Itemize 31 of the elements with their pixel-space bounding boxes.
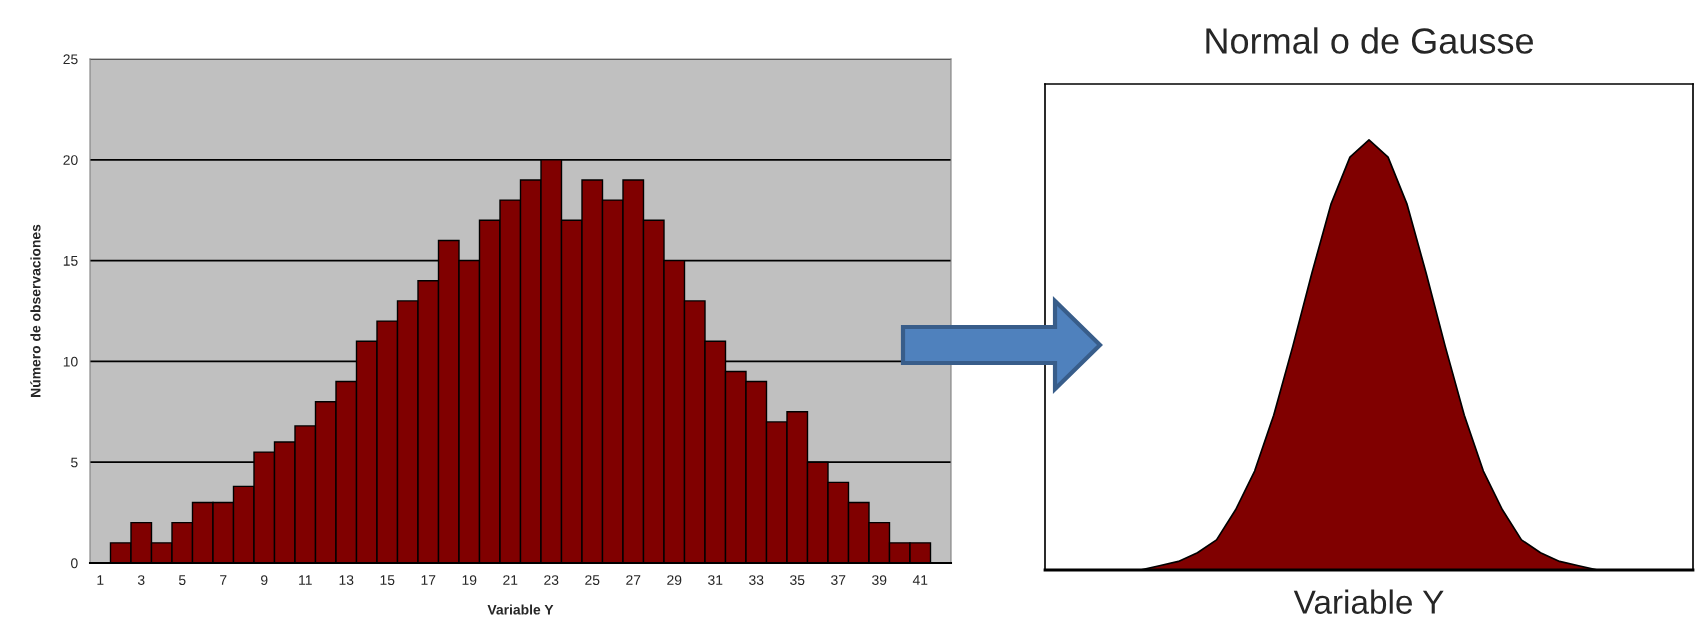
x-tick-label: 1 xyxy=(97,575,104,585)
x-axis-title: Variable Y xyxy=(487,604,554,615)
x-tick-label: 11 xyxy=(299,575,312,585)
x-tick-label: 3 xyxy=(137,575,145,586)
x-tick-label: 9 xyxy=(261,575,268,586)
x-tick-label: 39 xyxy=(872,575,887,586)
chart-title: Normal o de Gausse xyxy=(1206,27,1533,54)
x-tick-label: 19 xyxy=(462,575,477,586)
x-tick-label: 7 xyxy=(220,575,227,585)
y-tick-label: 0 xyxy=(71,558,78,569)
x-tick-label: 31 xyxy=(708,575,723,586)
y-tick-label: 15 xyxy=(63,256,78,266)
y-axis-title: Número de observaciones xyxy=(30,224,41,397)
x-tick-label: 23 xyxy=(544,575,559,586)
y-tick-label: 25 xyxy=(63,54,78,65)
y-tick-label: 20 xyxy=(63,155,78,165)
x-tick-label: 29 xyxy=(667,575,682,586)
x-tick-label: 35 xyxy=(790,575,805,586)
x-tick-label: 25 xyxy=(585,575,600,586)
x-tick-label: 15 xyxy=(380,575,395,586)
x-tick-label: 21 xyxy=(503,575,518,585)
x-tick-label: 41 xyxy=(912,575,928,585)
x-tick-label: 17 xyxy=(421,575,436,585)
y-tick-label: 10 xyxy=(63,356,78,367)
x-tick-label: 13 xyxy=(339,575,354,586)
x-tick-label: 5 xyxy=(178,575,186,586)
x-tick-label: 27 xyxy=(626,575,641,585)
x-tick-label: 33 xyxy=(749,575,764,586)
x-axis-title: Variable Y xyxy=(1293,589,1444,614)
x-tick-label: 37 xyxy=(831,575,846,586)
y-tick-label: 5 xyxy=(71,457,78,468)
